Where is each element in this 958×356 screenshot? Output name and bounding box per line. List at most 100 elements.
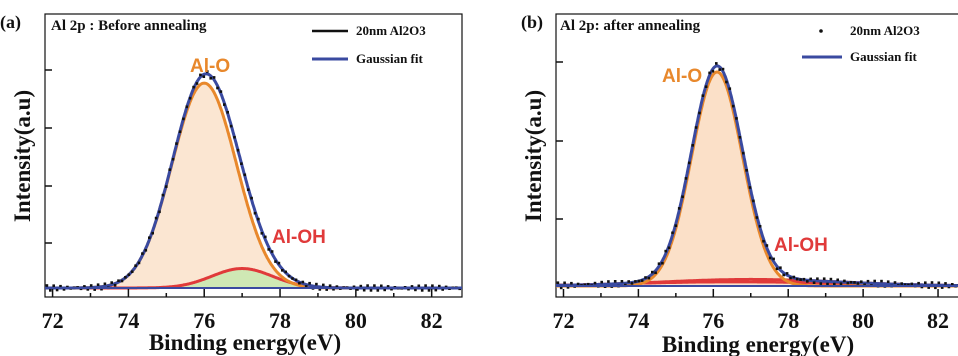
panel-b-legend: 20nm Al2O3 Gaussian fit bbox=[802, 23, 920, 64]
data-point bbox=[620, 280, 624, 283]
data-point bbox=[583, 283, 587, 287]
x-tick-label: 72 bbox=[552, 308, 574, 333]
data-point bbox=[438, 284, 441, 288]
data-point bbox=[287, 274, 291, 278]
data-point bbox=[806, 280, 809, 283]
data-point bbox=[185, 105, 189, 109]
data-point bbox=[130, 270, 134, 273]
data-point bbox=[836, 278, 839, 282]
data-point bbox=[175, 142, 178, 145]
data-point bbox=[701, 94, 705, 97]
data-point bbox=[86, 288, 90, 291]
panel-a-letter: (a) bbox=[0, 12, 21, 33]
data-point bbox=[667, 246, 671, 250]
panel-a: (a) Al 2p : Before annealing 20nm Al2O3 … bbox=[0, 12, 463, 355]
data-point bbox=[178, 130, 182, 133]
panel-a-plot bbox=[45, 70, 462, 292]
data-point bbox=[846, 281, 850, 285]
data-point bbox=[866, 279, 870, 283]
data-point bbox=[410, 285, 414, 288]
data-point bbox=[434, 288, 438, 292]
data-point bbox=[137, 261, 141, 265]
data-point bbox=[158, 210, 161, 214]
data-point bbox=[907, 283, 910, 287]
data-point bbox=[240, 162, 243, 165]
data-point bbox=[566, 286, 570, 289]
data-point bbox=[322, 283, 325, 287]
data-point bbox=[209, 77, 212, 80]
legend-b-fit-label: Gaussian fit bbox=[850, 49, 917, 64]
data-point bbox=[216, 86, 219, 90]
legend-a-data-label: 20nm Al2O3 bbox=[356, 23, 426, 38]
data-point bbox=[444, 285, 448, 289]
data-point bbox=[199, 73, 202, 77]
data-point bbox=[688, 161, 691, 165]
data-point bbox=[188, 96, 192, 100]
data-point bbox=[731, 104, 735, 108]
data-point bbox=[124, 276, 127, 279]
data-point bbox=[202, 75, 206, 78]
panel-a-x-ticks: 72 74 76 78 80 82 bbox=[42, 289, 443, 333]
panel-a-y-ticks bbox=[45, 69, 52, 244]
data-point bbox=[315, 282, 318, 286]
panel-b: (b) Al 2p: after annealing 20nm Al2O3 Ga… bbox=[521, 12, 958, 356]
data-point bbox=[772, 257, 775, 261]
data-point bbox=[849, 280, 853, 284]
panel-b-alo-fill bbox=[556, 72, 958, 286]
data-point bbox=[441, 288, 444, 291]
data-point bbox=[698, 111, 701, 115]
data-point bbox=[745, 169, 748, 172]
data-point bbox=[390, 287, 393, 291]
panel-b-x-axis-title: Binding energy(eV) bbox=[662, 332, 854, 356]
data-point bbox=[775, 267, 779, 271]
x-tick-label: 78 bbox=[777, 308, 799, 333]
panel-b-x-ticks: 72 74 76 78 80 82 bbox=[552, 289, 949, 333]
data-point bbox=[593, 281, 597, 285]
data-point bbox=[206, 70, 209, 73]
data-point bbox=[654, 271, 657, 275]
data-point bbox=[284, 270, 287, 274]
data-point bbox=[110, 281, 113, 284]
data-point bbox=[576, 282, 580, 286]
data-point bbox=[715, 62, 718, 65]
data-point bbox=[134, 264, 137, 267]
data-point bbox=[839, 282, 843, 285]
data-point bbox=[937, 281, 941, 285]
data-point bbox=[822, 277, 826, 280]
data-point bbox=[325, 288, 328, 291]
data-point bbox=[281, 269, 284, 272]
data-point bbox=[900, 282, 903, 285]
data-point bbox=[117, 279, 120, 282]
data-point bbox=[270, 250, 274, 253]
data-point bbox=[927, 286, 930, 289]
data-point bbox=[910, 282, 914, 286]
data-point bbox=[829, 277, 833, 281]
data-point bbox=[49, 289, 52, 292]
data-point bbox=[860, 280, 863, 283]
data-point bbox=[917, 281, 920, 285]
data-point bbox=[785, 272, 789, 275]
data-point bbox=[318, 288, 322, 291]
data-point bbox=[335, 285, 339, 288]
data-point bbox=[250, 196, 253, 200]
data-point bbox=[383, 288, 386, 292]
data-point bbox=[195, 82, 199, 85]
data-point bbox=[301, 280, 305, 284]
data-point bbox=[779, 266, 782, 269]
data-point bbox=[369, 289, 373, 292]
data-point bbox=[294, 278, 298, 282]
data-point bbox=[735, 117, 738, 120]
data-point bbox=[96, 283, 100, 286]
data-point bbox=[376, 289, 380, 292]
data-point bbox=[93, 288, 96, 291]
data-point bbox=[677, 207, 681, 210]
data-point bbox=[417, 284, 421, 288]
data-point bbox=[89, 284, 93, 287]
panel-a-y-axis-title: Intensity(a.u) bbox=[10, 90, 35, 222]
data-point bbox=[721, 67, 725, 71]
x-tick-label: 80 bbox=[345, 308, 367, 333]
data-point bbox=[253, 211, 257, 215]
data-point bbox=[362, 288, 366, 292]
data-point bbox=[799, 278, 802, 281]
data-point bbox=[634, 280, 637, 283]
